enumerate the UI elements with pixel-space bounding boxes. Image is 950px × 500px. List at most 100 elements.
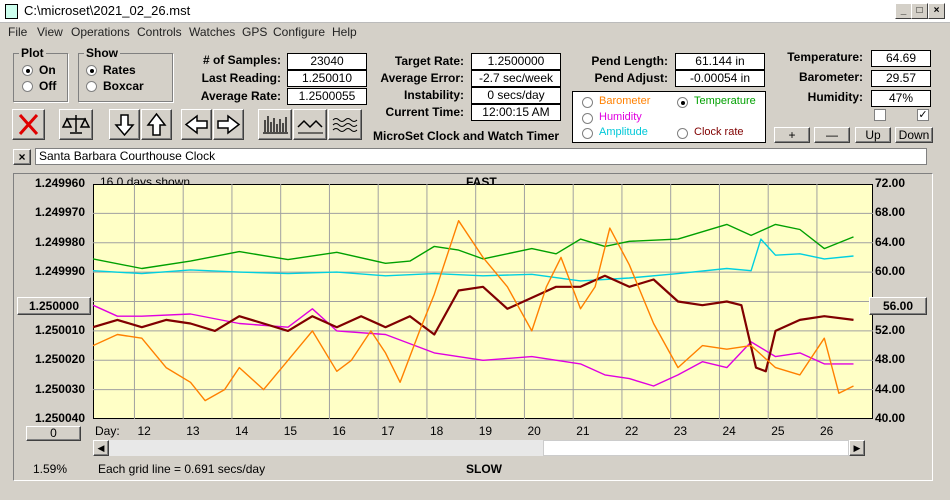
temperature-radio[interactable] (677, 97, 688, 108)
left-scale-button[interactable]: 1.250000 (17, 297, 91, 315)
samples-label: # of Samples: (202, 53, 281, 67)
left-axis-tick: 1.249960 (34, 176, 85, 190)
pend-adjust-label: Pend Adjust: (594, 71, 668, 85)
title-bar: C:\microset\2021_02_26.mst _ □ × (0, 0, 950, 23)
zero-button[interactable]: 0 (26, 426, 81, 441)
right-scale-button[interactable]: 56.00 (869, 297, 927, 315)
menu-view[interactable]: View (37, 25, 63, 39)
up-button[interactable]: Up (855, 127, 891, 143)
down-button[interactable]: Down (895, 127, 933, 143)
menu-watches[interactable]: Watches (189, 25, 236, 39)
menu-gps[interactable]: GPS (242, 25, 268, 39)
day-tick-label: 19 (478, 424, 493, 438)
plot-off-label: Off (39, 79, 57, 93)
left-axis-tick: 1.249980 (34, 234, 85, 249)
close-x-button[interactable] (12, 109, 45, 140)
pend-length-label: Pend Length: (591, 54, 668, 68)
show-boxcar-radio[interactable] (86, 81, 97, 92)
show-group-title: Show (84, 46, 120, 60)
scroll-thumb[interactable] (543, 440, 849, 456)
option-checkbox-2[interactable]: ✓ (917, 109, 929, 121)
plot-on-radio[interactable] (22, 65, 33, 76)
balance-button[interactable] (59, 109, 93, 140)
temperature-label: Temperature (694, 95, 756, 107)
day-tick-label: 15 (283, 424, 298, 438)
target-rate-field: 1.2500000 (471, 53, 561, 70)
menu-file[interactable]: File (8, 25, 28, 39)
horizontal-scrollbar[interactable]: ◀ ▶ (93, 440, 865, 456)
left-axis-tick: 1.250030 (34, 381, 85, 396)
menu-configure[interactable]: Configure (273, 25, 326, 39)
last-reading-field: 1.250010 (287, 70, 367, 87)
menu-controls[interactable]: Controls (137, 25, 182, 39)
target-rate-label: Target Rate: (394, 54, 464, 68)
current-time-label: Current Time: (385, 105, 464, 119)
plot-svg (93, 184, 873, 419)
series-line-clock-rate (93, 274, 854, 373)
day-tick-label: 12 (137, 424, 151, 438)
amplitude-radio[interactable] (582, 128, 593, 139)
day-tick-label: 24 (722, 424, 736, 438)
maximize-icon[interactable]: □ (911, 3, 928, 19)
day-tick-label: 17 (381, 424, 395, 438)
right-axis-tick: 52.00 (875, 322, 906, 337)
menu-bar: File View Operations Controls Watches GP… (0, 23, 950, 41)
wavy-lines-button[interactable] (328, 109, 362, 140)
arrow-left-icon (184, 114, 208, 135)
barometer-label: Barometer (599, 95, 651, 107)
plot-group-title: Plot (19, 46, 46, 60)
day-tick-label: 16 (332, 424, 346, 438)
balance-scale-icon (61, 115, 91, 134)
menu-help[interactable]: Help (332, 25, 357, 39)
barometer-reading-field: 29.57 (871, 70, 931, 87)
product-label: MicroSet Clock and Watch Timer (373, 129, 560, 143)
left-axis-tick: 1.249970 (34, 205, 85, 220)
grid-note-label: Each grid line = 0.691 secs/day (98, 462, 266, 476)
menu-operations[interactable]: Operations (71, 25, 130, 39)
amplitude-label: Amplitude (599, 126, 648, 138)
waveform-button[interactable] (293, 109, 327, 140)
show-group (78, 53, 173, 102)
plot-off-radio[interactable] (22, 81, 33, 92)
chart-panel: 16.0 days shown FAST 1.249960 1.249970 1.2… (13, 173, 933, 481)
show-rates-radio[interactable] (86, 65, 97, 76)
day-tick-label: 21 (576, 424, 590, 438)
scroll-right-icon[interactable]: ▶ (849, 440, 865, 456)
average-error-field: -2.7 sec/week (471, 70, 561, 87)
clock-name-field[interactable]: Santa Barbara Courthouse Clock (35, 148, 927, 165)
instability-label: Instability: (403, 88, 464, 102)
current-time-field: 12:00:15 AM (471, 104, 561, 121)
minimize-icon[interactable]: _ (895, 3, 912, 19)
series-line-temperature (93, 223, 854, 270)
temperature-reading-label: Temperature: (787, 50, 863, 64)
humidity-radio[interactable] (582, 113, 593, 124)
pend-length-field: 61.144 in (675, 53, 765, 70)
day-tick-label: 22 (624, 424, 639, 438)
right-axis-tick: 40.00 (875, 411, 906, 425)
arrow-right-icon (217, 114, 241, 135)
bar-chart-button[interactable] (258, 109, 292, 140)
humidity-label: Humidity (599, 111, 642, 123)
clock-rate-radio[interactable] (677, 128, 688, 139)
right-axis-tick: 48.00 (875, 352, 906, 367)
temperature-reading-field: 64.69 (871, 50, 931, 67)
average-error-label: Average Error: (380, 71, 464, 85)
arrow-left-button[interactable] (181, 109, 212, 140)
arrow-up-button[interactable] (141, 109, 172, 140)
arrow-right-button[interactable] (213, 109, 244, 140)
pend-adjust-field: -0.00054 in (675, 70, 765, 87)
humidity-reading-field: 47% (871, 90, 931, 107)
plus-button[interactable]: + (774, 127, 810, 143)
clear-clock-button[interactable]: × (13, 149, 31, 165)
close-icon[interactable]: × (928, 3, 945, 19)
arrow-down-button[interactable] (109, 109, 140, 140)
minus-button[interactable]: — (814, 127, 850, 143)
window-title: C:\microset\2021_02_26.mst (24, 3, 191, 18)
left-axis-tick: 1.249990 (34, 264, 85, 279)
left-axis-tick: 1.250040 (34, 411, 85, 425)
day-tick-label: 20 (527, 424, 541, 438)
option-checkbox-1[interactable] (874, 109, 886, 121)
scroll-left-icon[interactable]: ◀ (93, 440, 109, 456)
left-axis-tick: 1.250020 (34, 352, 85, 367)
barometer-radio[interactable] (582, 97, 593, 108)
